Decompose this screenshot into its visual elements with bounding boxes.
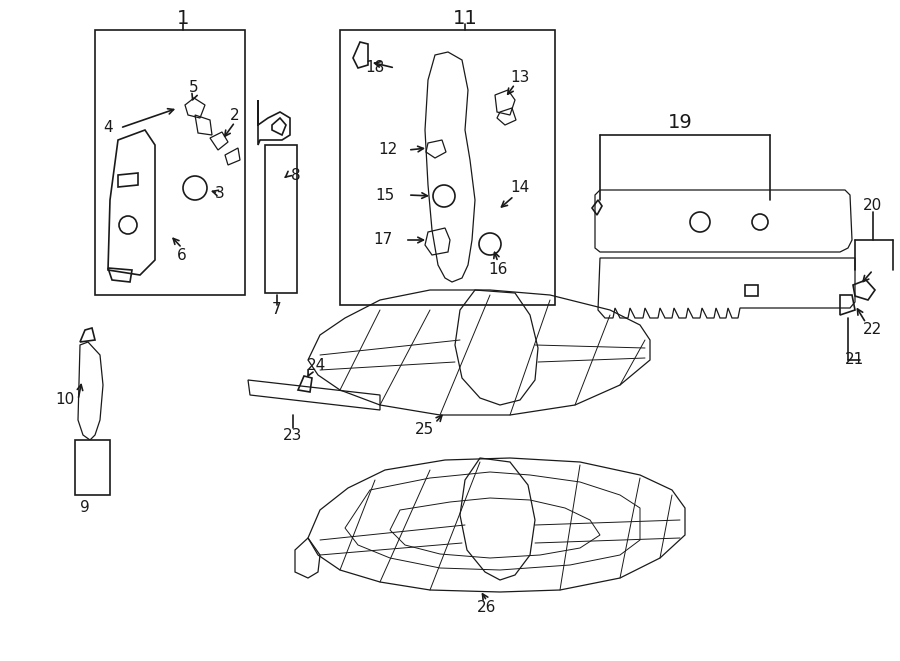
Text: 12: 12 — [378, 143, 398, 157]
Text: 2: 2 — [230, 108, 239, 122]
Text: 21: 21 — [844, 352, 864, 368]
Text: 26: 26 — [477, 600, 497, 615]
Text: 11: 11 — [453, 9, 477, 28]
Text: 23: 23 — [284, 428, 302, 442]
Text: 7: 7 — [272, 303, 282, 317]
Text: 10: 10 — [56, 393, 75, 407]
Text: 4: 4 — [104, 120, 112, 136]
Text: 20: 20 — [863, 198, 883, 212]
Text: 3: 3 — [215, 186, 225, 200]
Text: 6: 6 — [177, 247, 187, 262]
Text: 16: 16 — [489, 262, 508, 278]
Text: 22: 22 — [863, 323, 883, 338]
Text: 17: 17 — [374, 233, 392, 247]
Bar — [340, 30, 555, 305]
Text: 14: 14 — [510, 180, 529, 196]
Text: 13: 13 — [510, 71, 530, 85]
Bar — [265, 145, 297, 293]
Text: 5: 5 — [189, 81, 199, 95]
Text: 8: 8 — [292, 167, 301, 182]
Text: 1: 1 — [176, 9, 189, 28]
Text: 18: 18 — [365, 61, 384, 75]
Text: 24: 24 — [306, 358, 326, 373]
Text: 9: 9 — [80, 500, 90, 516]
Text: 15: 15 — [375, 188, 394, 202]
Text: 25: 25 — [416, 422, 435, 438]
Bar — [95, 30, 245, 295]
Bar — [75, 440, 110, 495]
Text: 19: 19 — [668, 112, 692, 132]
